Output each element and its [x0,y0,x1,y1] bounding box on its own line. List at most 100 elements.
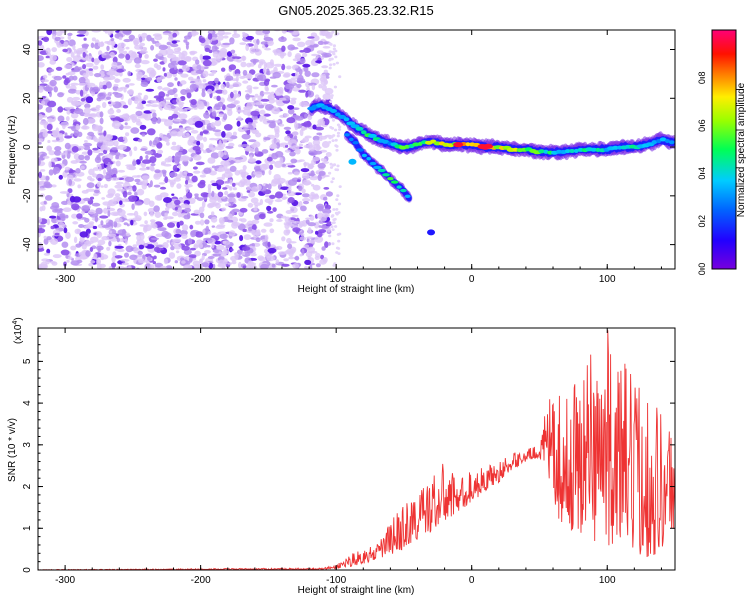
noise-blob [242,228,248,233]
noise-blob [311,194,320,200]
noise-blob [46,145,53,152]
noise-blob [102,137,110,144]
noise-blob [291,214,299,218]
noise-blob [283,126,292,130]
noise-blob [116,237,120,243]
noise-blob [202,130,209,134]
noise-blob [243,234,252,241]
noise-blob [227,193,236,198]
noise-blob [111,167,118,174]
noise-blob [103,55,112,59]
noise-blob [226,138,234,142]
noise-blob [218,139,222,148]
noise-blob [221,207,227,212]
noise-blob [93,189,100,194]
noise-blob [157,52,164,57]
noise-blob [47,100,57,108]
noise-blob [103,183,108,189]
noise-blob [43,86,53,92]
noise-blob [110,177,120,181]
noise-blob [42,36,50,43]
noise-blob [249,47,256,54]
secondary-ridge-core [356,148,364,152]
noise-blob [124,176,135,182]
y-tick-label: 40 [22,44,33,56]
noise-blob [240,61,247,68]
noise-blob [43,252,51,256]
noise-blob [126,213,136,216]
noise-blob [200,192,209,198]
noise-blob [48,161,52,168]
noise-blob [185,185,189,193]
noise-blob [254,93,259,98]
noise-blob [38,138,44,142]
noise-blob [136,234,142,242]
noise-blob [283,113,289,117]
noise-blob [45,55,50,59]
noise-blob [267,241,271,247]
noise-blob [89,178,95,182]
noise-blob [85,250,91,257]
noise-blob [272,71,282,79]
noise-blob [267,93,276,101]
noise-blob [298,68,303,76]
main-ridge-core [381,139,390,144]
noise-blob [269,218,274,223]
noise-blob [130,219,134,226]
noise-blob [57,115,65,122]
noise-blob [74,108,84,115]
noise-blob [286,65,292,70]
y-tick-label: 1 [22,525,33,531]
noise-blob [62,75,67,79]
noise-blob [99,117,104,125]
noise-blob [38,171,42,179]
noise-blob [163,217,168,220]
noise-blob [49,79,57,87]
noise-blob [328,171,332,175]
noise-blob [70,82,80,86]
noise-blob [294,122,299,129]
noise-blob [334,49,338,53]
noise-blob [296,83,302,88]
noise-blob [262,30,271,35]
noise-blob [307,255,311,260]
noise-blob [262,91,272,95]
noise-blob [242,265,247,269]
noise-blob [52,254,62,259]
noise-blob [212,253,221,257]
noise-blob [38,141,42,145]
noise-blob [189,80,196,84]
noise-blob [196,140,201,146]
noise-blob [45,47,51,55]
noise-blob [47,139,51,144]
x-tick-label: 100 [599,274,616,285]
snr-y-label: SNR (10 * v/v) [7,418,18,482]
noise-blob [180,203,190,209]
noise-blob [135,110,143,116]
noise-blob [201,262,209,268]
noise-blob [137,138,143,143]
noise-blob [335,208,339,211]
noise-blob [239,179,248,185]
noise-blob [161,230,169,238]
noise-blob [177,207,183,214]
noise-blob [287,187,292,193]
noise-blob [287,105,295,110]
noise-blob [233,90,238,93]
noise-blob [253,242,261,247]
noise-blob [253,43,259,50]
noise-blob [62,207,72,212]
noise-blob [75,243,82,248]
noise-blob [201,88,205,93]
noise-blob [159,265,168,269]
main-ridge-core [656,139,662,144]
noise-blob [84,103,91,109]
noise-blob [64,132,68,137]
noise-blob [162,171,167,177]
noise-blob [242,69,248,76]
noise-blob [329,96,334,100]
noise-blob [199,37,206,44]
noise-blob [87,131,95,137]
noise-blob [232,33,241,38]
noise-blob [317,40,324,46]
